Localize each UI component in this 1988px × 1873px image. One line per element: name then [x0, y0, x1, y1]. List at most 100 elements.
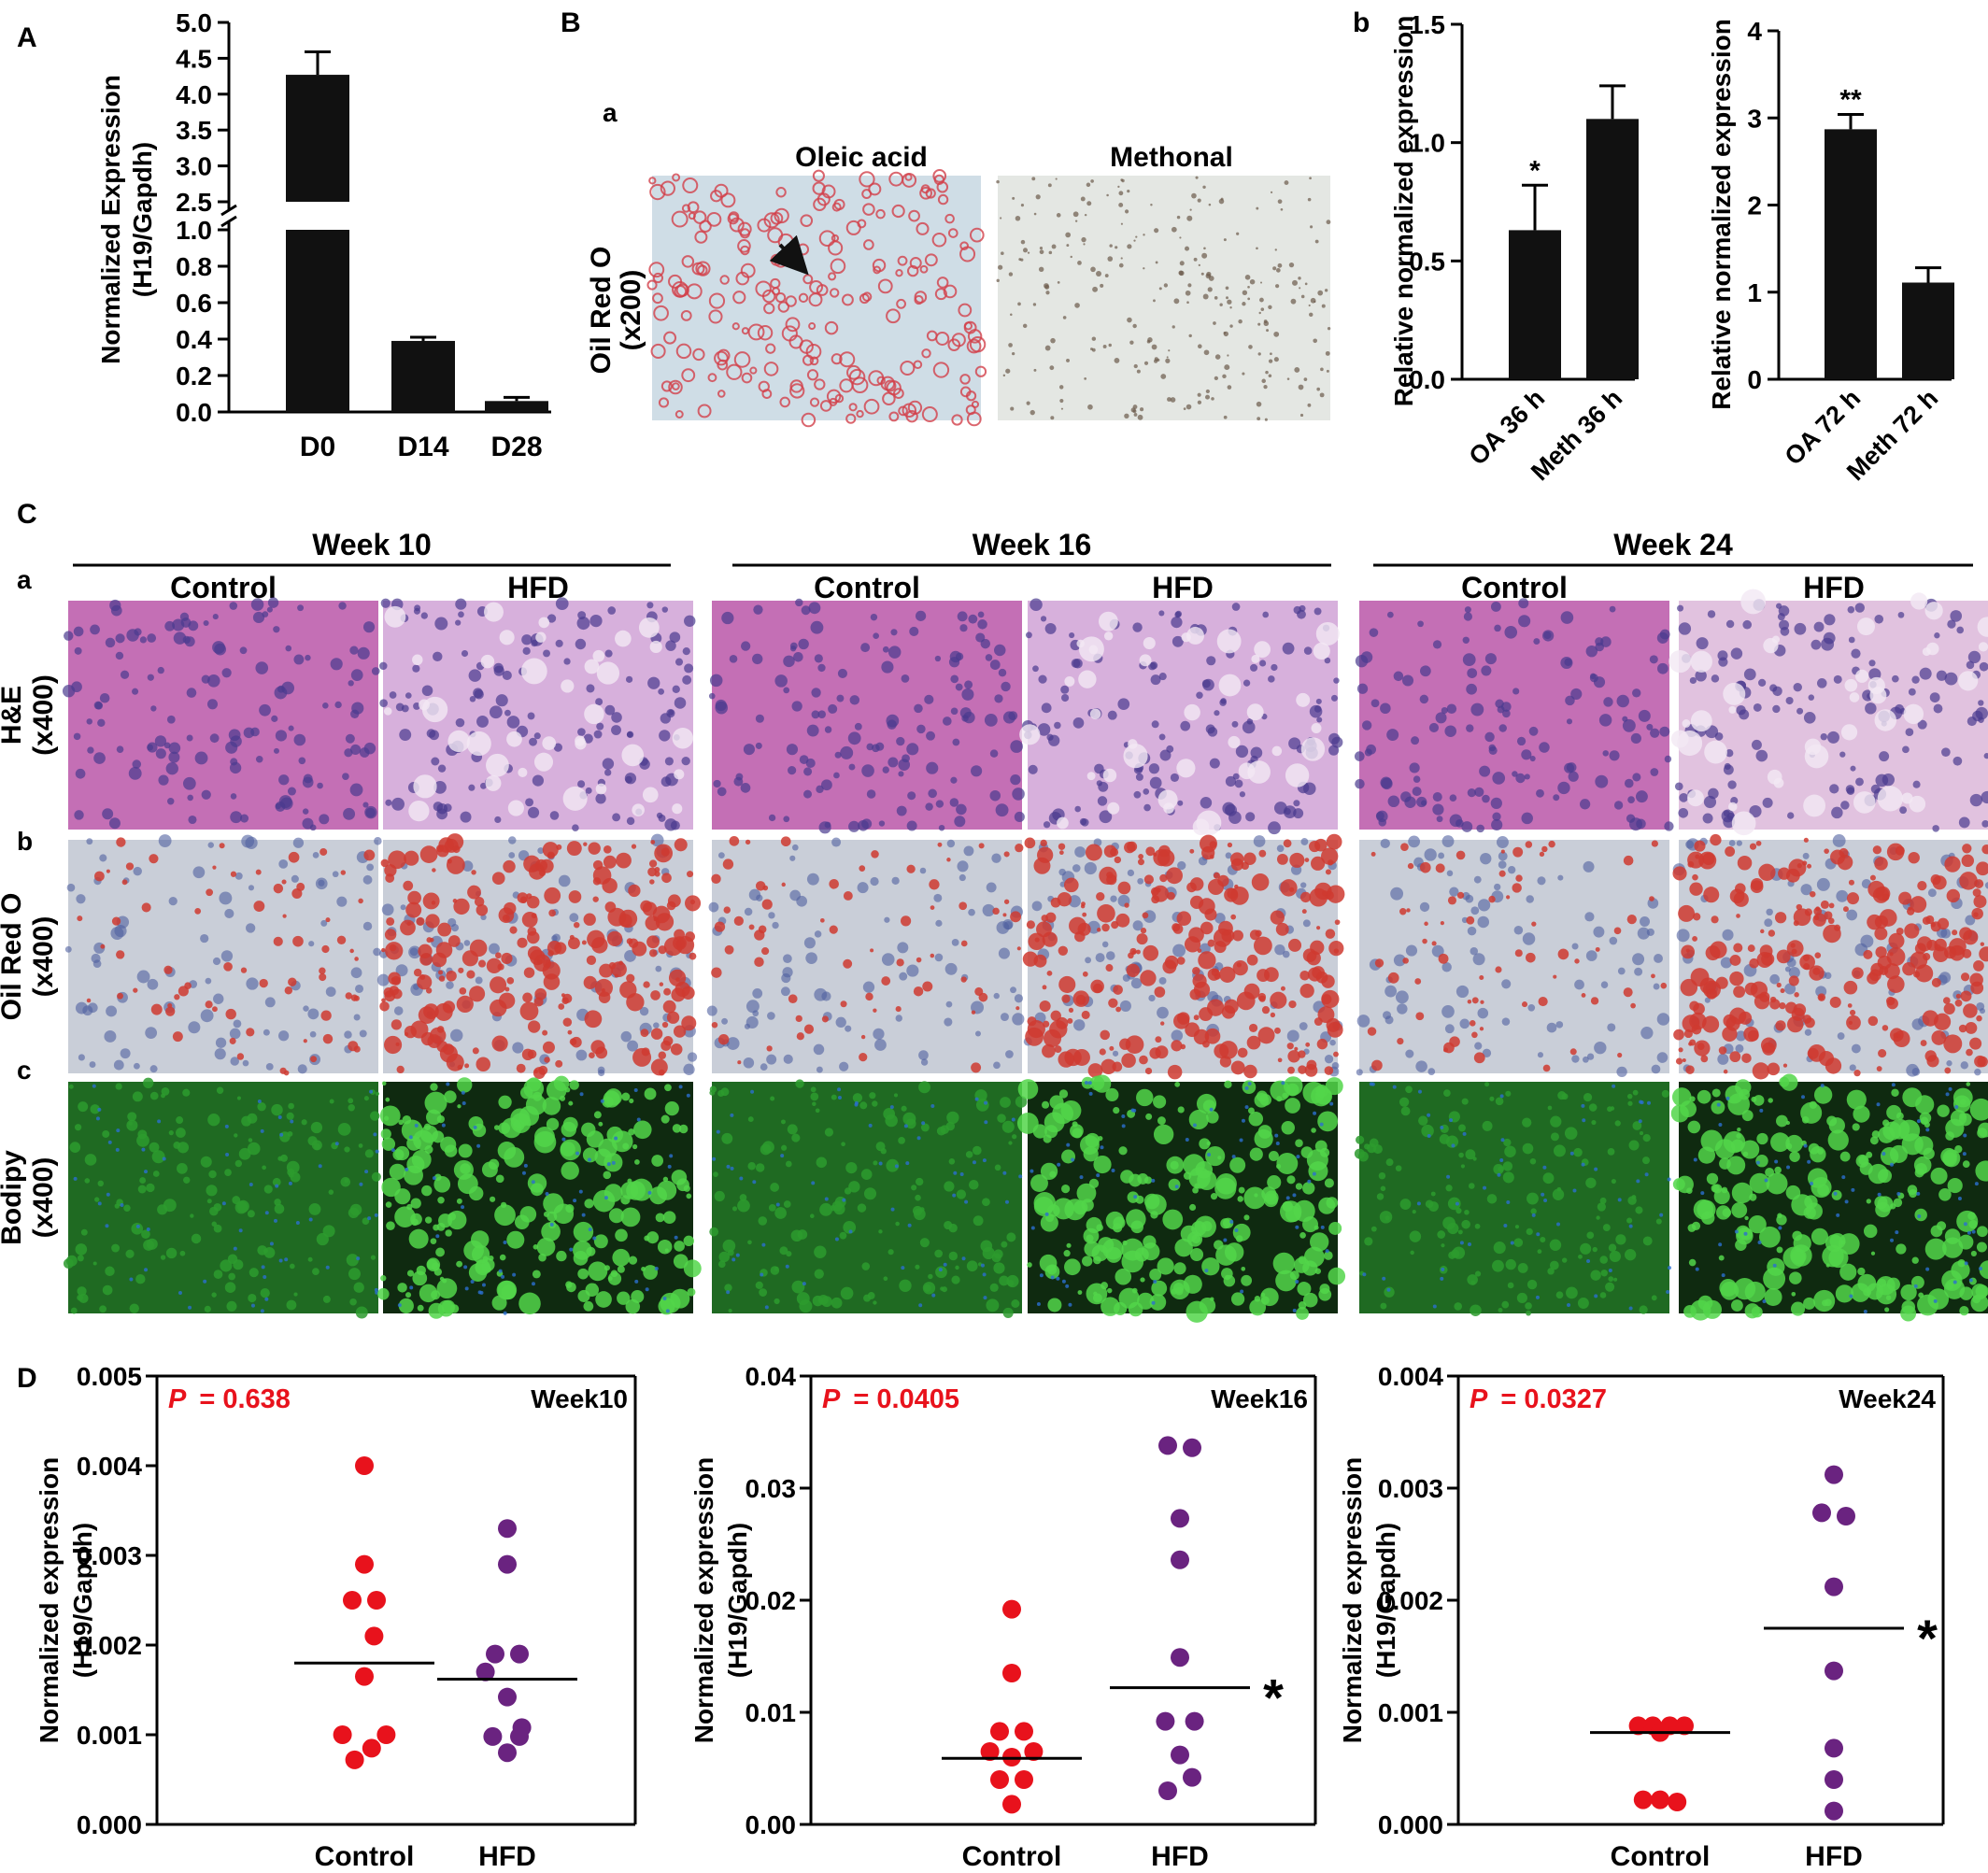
lipid-droplet — [1435, 863, 1445, 873]
cell-speck — [1000, 217, 1002, 220]
lipid-droplet — [1189, 848, 1195, 854]
nucleus — [133, 866, 142, 876]
nucleus — [581, 1213, 586, 1217]
nucleus — [1234, 779, 1243, 788]
lipid-droplet — [490, 1196, 496, 1202]
lipid-droplet — [758, 1216, 768, 1226]
lipid-droplet — [1530, 1208, 1537, 1214]
nucleus — [1011, 1117, 1015, 1122]
nucleus — [1446, 870, 1454, 877]
nucleus — [569, 1247, 574, 1252]
nucleus — [1704, 997, 1711, 1003]
lipid-droplet — [1002, 913, 1007, 917]
lipid-droplet — [1015, 844, 1024, 853]
lipid-ring — [919, 264, 929, 274]
lipid-droplet — [1261, 1006, 1271, 1015]
lipid-droplet — [1041, 915, 1048, 922]
nucleus — [116, 1128, 121, 1133]
nucleus — [1440, 1276, 1444, 1281]
nucleus — [1969, 793, 1983, 807]
lipid-droplet — [70, 1307, 78, 1314]
lipid-droplet — [236, 1096, 242, 1100]
lipid-droplet — [632, 1143, 638, 1150]
nucleus — [537, 847, 545, 855]
micrograph-bg — [68, 601, 378, 830]
nucleus — [1855, 777, 1864, 787]
nucleus — [188, 1305, 192, 1310]
nucleus — [97, 1107, 102, 1112]
cell-speck — [1277, 199, 1283, 205]
lipid-droplet — [1626, 915, 1637, 925]
lipid-droplet — [307, 1256, 313, 1262]
lipid-droplet — [413, 968, 422, 977]
nucleus — [381, 903, 394, 916]
nucleus — [120, 670, 130, 679]
lipid-droplet — [1154, 986, 1166, 998]
cell-speck — [1127, 317, 1132, 323]
data-point-control — [355, 1554, 374, 1574]
y-tick-label: 0.02 — [746, 1586, 797, 1615]
nucleus — [469, 696, 476, 702]
nucleus — [1954, 1104, 1959, 1109]
vacuole — [480, 654, 495, 669]
lipid-droplet — [436, 1222, 446, 1231]
lipid-droplet — [1300, 1146, 1314, 1158]
lipid-droplet — [1246, 1035, 1261, 1050]
cell-speck — [1062, 316, 1067, 319]
lipid-ring — [892, 388, 904, 399]
nucleus — [373, 1132, 377, 1137]
nucleus — [1319, 1122, 1324, 1127]
nucleus — [868, 1123, 873, 1128]
nucleus — [1640, 915, 1651, 927]
lipid-droplet — [1882, 1121, 1902, 1141]
lipid-droplet — [709, 1227, 719, 1237]
lipid-droplet — [1276, 1153, 1299, 1174]
lipid-droplet — [1672, 866, 1687, 881]
lipid-droplet — [1199, 1138, 1211, 1150]
nucleus — [349, 646, 359, 655]
nucleus — [374, 837, 382, 845]
nucleus — [1820, 732, 1828, 741]
lipid-droplet — [617, 1265, 625, 1273]
nucleus — [1967, 650, 1981, 664]
nucleus — [1253, 835, 1266, 847]
lipid-droplet — [1001, 1241, 1008, 1248]
nucleus — [1501, 979, 1512, 989]
nucleus — [212, 614, 219, 620]
y-tick-label: 0.0 — [1409, 365, 1445, 394]
nucleus — [206, 699, 218, 710]
cell-speck — [1171, 226, 1177, 233]
lipid-droplet — [1232, 1223, 1251, 1242]
lipid-ring — [757, 325, 774, 341]
x-tick-label: Control — [315, 1841, 415, 1872]
nucleus — [1386, 729, 1399, 742]
lipid-droplet — [1032, 1124, 1047, 1139]
vacuole — [383, 707, 392, 716]
lipid-droplet — [274, 1203, 285, 1214]
nucleus — [379, 699, 388, 707]
lipid-droplet — [1976, 861, 1988, 876]
lipid-ring — [812, 169, 825, 182]
lipid-droplet — [1537, 1249, 1542, 1255]
cell-speck — [1155, 261, 1158, 264]
cell-speck — [1220, 197, 1224, 201]
lipid-droplet — [1739, 1088, 1751, 1100]
lipid-droplet — [859, 1053, 868, 1062]
nucleus — [1300, 838, 1309, 845]
lipid-droplet — [194, 908, 202, 915]
nucleus — [1958, 816, 1970, 829]
lipid-droplet — [731, 1206, 738, 1212]
lipid-droplet — [1197, 1170, 1217, 1191]
nucleus — [1313, 1111, 1317, 1115]
lipid-droplet — [1461, 1098, 1469, 1105]
cell-speck — [1268, 374, 1272, 378]
lipid-droplet — [380, 1128, 391, 1140]
cell-speck — [1022, 248, 1029, 253]
lipid-ring — [681, 255, 695, 268]
nucleus — [977, 611, 985, 618]
nucleus — [275, 730, 288, 742]
nucleus — [811, 688, 821, 698]
lipid-droplet — [997, 1114, 1006, 1123]
nucleus — [968, 614, 978, 624]
nucleus — [1462, 1131, 1467, 1136]
